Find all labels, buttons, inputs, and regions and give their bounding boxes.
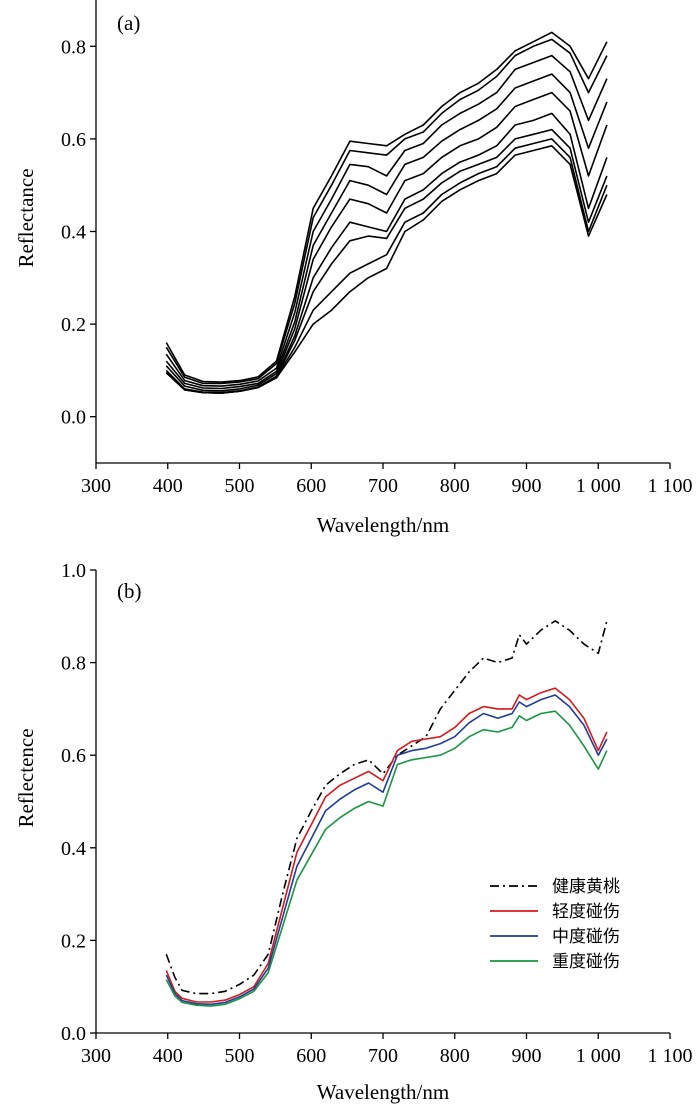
series-line-a-8 bbox=[165, 138, 608, 394]
x-tick-label-b: 600 bbox=[296, 1045, 326, 1067]
y-tick-label-b: 0.2 bbox=[61, 930, 86, 952]
series-line-a-1 bbox=[165, 31, 608, 383]
panel-b: (b) Reflectence Wavelength/nm 300 400 500 6… bbox=[14, 560, 693, 1104]
x-tick-label-b: 500 bbox=[225, 1045, 255, 1067]
legend-label-2: 轻度碰伤 bbox=[552, 902, 620, 922]
x-tick-label-b: 300 bbox=[81, 1045, 111, 1067]
y-tick-label-a: 0.4 bbox=[61, 222, 86, 244]
x-tick-label-a: 1 000 bbox=[576, 475, 621, 497]
x-axis-title-a: Wavelength/nm bbox=[317, 513, 449, 537]
series-line-a-5 bbox=[165, 91, 608, 392]
y-tick-label-b: 0.4 bbox=[61, 838, 86, 860]
x-tick-label-a: 600 bbox=[296, 475, 326, 497]
axis-ticks-a: 300 400 500 600 700 800 900 1 000 1 1000.00.20.4… bbox=[61, 36, 693, 497]
x-tick-label-a: 500 bbox=[225, 475, 255, 497]
y-tick-label-a: 0.8 bbox=[61, 36, 86, 58]
x-tick-label-b: 1 000 bbox=[576, 1045, 621, 1067]
y-tick-label-a: 0.0 bbox=[61, 407, 86, 429]
x-tick-label-a: 700 bbox=[368, 475, 398, 497]
panel-label-a: (a) bbox=[117, 11, 140, 35]
legend-label-3: 中度碰伤 bbox=[552, 927, 620, 947]
series-line-a-7 bbox=[165, 128, 608, 394]
x-tick-label-b: 700 bbox=[368, 1045, 398, 1067]
series-line-b-2 bbox=[165, 687, 608, 1003]
x-tick-label-a: 900 bbox=[512, 475, 542, 497]
series-line-a-9 bbox=[165, 145, 608, 394]
x-tick-label-b: 1 100 bbox=[648, 1045, 693, 1067]
y-tick-label-b: 0.0 bbox=[61, 1023, 86, 1045]
x-tick-label-b: 900 bbox=[512, 1045, 542, 1067]
x-tick-label-a: 1 100 bbox=[648, 475, 693, 497]
series-line-b-1 bbox=[165, 620, 608, 995]
panel-label-b: (b) bbox=[117, 579, 142, 603]
x-tick-label-b: 400 bbox=[153, 1045, 183, 1067]
x-axis-title-b: Wavelength/nm bbox=[317, 1080, 449, 1104]
y-axis-title-a: Reflectance bbox=[14, 168, 38, 267]
series-line-a-2 bbox=[165, 38, 608, 385]
series-group-a bbox=[165, 31, 608, 394]
series-line-a-3 bbox=[165, 54, 608, 387]
axis-ticks-b: 300 400 500 600 700 800 900 1 000 1 1000.00.20.4… bbox=[61, 560, 693, 1067]
x-tick-label-b: 800 bbox=[440, 1045, 470, 1067]
y-axis-title-b: Reflectence bbox=[14, 728, 38, 827]
series-line-b-4 bbox=[165, 710, 608, 1007]
y-tick-label-a: 0.2 bbox=[61, 314, 86, 336]
series-line-a-4 bbox=[165, 73, 608, 390]
legend-label-4: 重度碰伤 bbox=[552, 952, 620, 972]
y-tick-label-a: 0.6 bbox=[61, 129, 86, 151]
x-tick-label-a: 300 bbox=[81, 475, 111, 497]
y-tick-label-b: 0.8 bbox=[61, 653, 86, 675]
x-tick-label-a: 800 bbox=[440, 475, 470, 497]
legend-label-1: 健康黄桃 bbox=[552, 877, 620, 897]
panel-a: (a) Reflectance Wavelength/nm 300 400 500 6… bbox=[14, 0, 693, 537]
y-tick-label-b: 1.0 bbox=[61, 560, 86, 582]
y-tick-label-b: 0.6 bbox=[61, 745, 86, 767]
series-group-b bbox=[165, 620, 608, 1007]
series-line-b-3 bbox=[165, 694, 608, 1006]
x-tick-label-a: 400 bbox=[153, 475, 183, 497]
